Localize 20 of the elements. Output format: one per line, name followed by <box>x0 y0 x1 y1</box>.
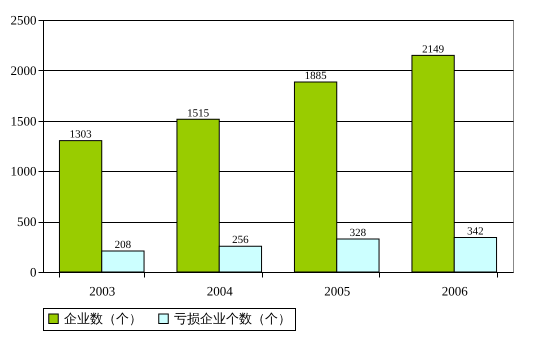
data-label: 1303 <box>70 128 92 141</box>
y-tick-label: 1500 <box>10 113 36 128</box>
x-tick-label: 2005 <box>324 284 350 298</box>
x-tick-label: 2006 <box>442 284 468 298</box>
data-label: 342 <box>467 226 484 238</box>
data-label: 208 <box>114 239 132 252</box>
data-label: 1885 <box>304 70 328 82</box>
legend-label: 企业数（个） <box>64 312 142 327</box>
y-tick-label: 1000 <box>10 164 36 179</box>
y-tick-label: 2000 <box>10 62 36 78</box>
data-label: 1515 <box>187 107 210 120</box>
data-label: 2149 <box>422 43 445 56</box>
y-tick-label: 0 <box>30 264 36 280</box>
x-tick-label: 2003 <box>89 284 116 298</box>
x-tick-label: 2004 <box>206 284 234 298</box>
y-tick-label: 500 <box>17 214 36 230</box>
data-label: 256 <box>232 234 250 246</box>
data-label: 328 <box>350 226 367 239</box>
legend-label: 亏损企业个数（个） <box>174 312 291 327</box>
y-tick-label: 2500 <box>10 12 36 28</box>
